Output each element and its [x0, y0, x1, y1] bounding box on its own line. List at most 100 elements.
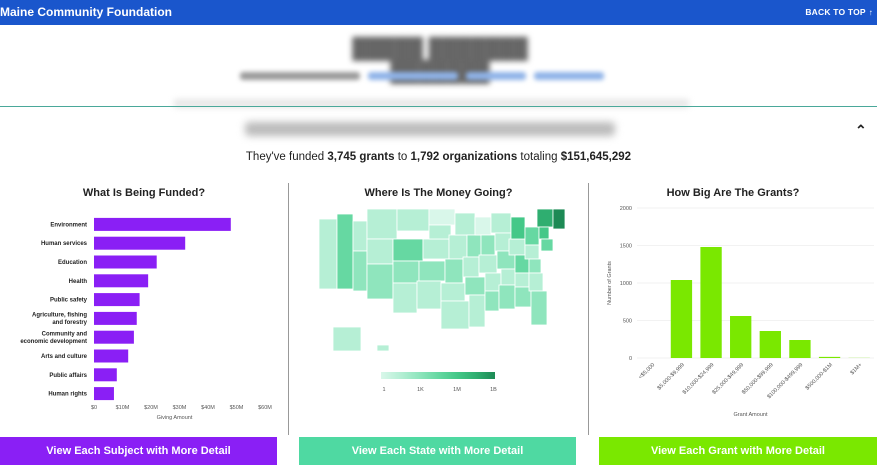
legend-label: 1K: [417, 387, 424, 393]
chevron-up-icon[interactable]: ⌃: [855, 122, 867, 138]
x-tick-label: $50,000-$99,999: [741, 362, 775, 396]
bar: [94, 387, 114, 401]
summary-prefix: They've funded: [245, 151, 328, 163]
bar: [730, 316, 752, 358]
section-divider: [0, 106, 877, 107]
grants-panel: How Big Are The Grants? 0 500 1000 1500 2000…: [589, 183, 877, 470]
y-tick-label: 0: [629, 356, 632, 362]
category-label: Education: [58, 260, 87, 266]
arrow-up-icon: ↑: [868, 8, 873, 17]
state-shape: [428, 208, 456, 226]
organization-count: 1,792 organizations: [410, 151, 518, 163]
state-shape: [468, 294, 486, 328]
state-shape: [352, 220, 368, 252]
state-shape: [422, 238, 450, 260]
view-states-button[interactable]: View Each State with More Detail: [299, 437, 576, 465]
state-shape: [440, 282, 466, 302]
category-label: Human rights: [48, 392, 87, 398]
state-shape: [366, 238, 394, 265]
funding-summary: They've funded 3,745 grants to 1,792 org…: [0, 151, 877, 163]
x-tick-label: $10M: [116, 405, 130, 411]
state-shape: [514, 286, 532, 308]
bar: [94, 293, 140, 307]
state-shape-maine: [552, 208, 566, 230]
x-tick-label: $500,000-$1M: [805, 362, 835, 392]
states-panel-title: Where Is The Money Going?: [364, 187, 513, 199]
state-shape: [524, 244, 540, 260]
legend-label: 1: [382, 387, 385, 393]
view-grants-button[interactable]: View Each Grant with More Detail: [599, 437, 877, 465]
x-tick-label: $0: [91, 405, 97, 411]
bar: [94, 274, 149, 288]
bar: [789, 340, 811, 358]
back-to-top-label: BACK TO TOP: [805, 7, 866, 17]
x-tick-label: $30M: [173, 405, 187, 411]
category-label: and forestry: [52, 320, 87, 326]
x-tick-label: $60M: [258, 405, 272, 411]
subjects-bar-chart: Environment Human services Education Health…: [20, 217, 272, 421]
state-shape: [366, 208, 398, 240]
y-tick-label: 2000: [620, 206, 632, 212]
state-shape: [392, 282, 418, 314]
bar: [94, 368, 117, 382]
back-to-top-link[interactable]: BACK TO TOP ↑: [805, 7, 873, 17]
bar: [670, 280, 693, 358]
state-shape: [336, 213, 354, 290]
bar: [94, 255, 157, 269]
category-label: Arts and culture: [41, 354, 88, 360]
x-tick-label: $5,000-$9,999: [657, 362, 686, 391]
state-shape: [508, 238, 526, 256]
blurred-bar: [174, 99, 689, 108]
state-shape: [396, 208, 430, 232]
state-shape: [536, 208, 554, 228]
y-axis-title: Number of Grants: [607, 261, 613, 305]
category-label: Environment: [50, 222, 87, 228]
view-subjects-button[interactable]: View Each Subject with More Detail: [0, 437, 277, 465]
state-shape: [466, 234, 482, 258]
x-tick-label: $40M: [201, 405, 215, 411]
state-shape: [540, 238, 554, 252]
summary-to: to: [394, 151, 411, 163]
state-shape: [428, 224, 452, 240]
brand-name[interactable]: Maine Community Foundation: [0, 5, 172, 19]
state-shape: [464, 276, 486, 296]
category-label: Public safety: [50, 298, 88, 304]
blurred-caption: [245, 122, 615, 136]
category-label: Agriculture, fishing: [32, 313, 87, 319]
top-bar: Maine Community Foundation BACK TO TOP ↑: [0, 0, 877, 25]
x-tick-label: <$5,000: [638, 362, 656, 380]
state-shape: [530, 290, 548, 326]
total-amount: $151,645,292: [560, 151, 632, 163]
y-tick-label: 1500: [620, 244, 632, 250]
state-shape: [462, 256, 480, 278]
grants-panel-title: How Big Are The Grants?: [666, 187, 800, 199]
legend-label: 1M: [453, 387, 461, 393]
summary-totaling: totaling: [517, 151, 561, 163]
category-label: Human services: [41, 241, 88, 247]
state-shape: [448, 234, 468, 260]
category-label: Community and: [42, 331, 88, 337]
state-shape: [352, 250, 368, 292]
state-shape: [484, 290, 500, 312]
subjects-panel: What Is Being Funded? Environment Human s…: [0, 183, 288, 470]
x-axis-title: Grant Amount: [734, 412, 768, 418]
bar: [94, 349, 129, 363]
state-shape: [514, 272, 530, 288]
y-tick-label: 500: [623, 319, 632, 325]
state-shape: [454, 212, 476, 236]
state-shape: [498, 284, 516, 310]
bar: [94, 217, 231, 231]
panel-divider: [288, 183, 289, 435]
bar: [94, 311, 137, 325]
legend-label: 1B: [490, 387, 497, 393]
state-shape: [440, 300, 470, 330]
map-states: [318, 208, 566, 352]
states-panel: Where Is The Money Going? 1 1K 1M 1B: [289, 183, 588, 470]
us-choropleth-map[interactable]: 1 1K 1M 1B: [289, 205, 588, 435]
grant-count: 3,745 grants: [327, 151, 395, 163]
state-shape: [528, 258, 542, 274]
state-shape: [416, 280, 442, 310]
y-tick-label: 1000: [620, 281, 632, 287]
state-shape: [444, 258, 464, 284]
